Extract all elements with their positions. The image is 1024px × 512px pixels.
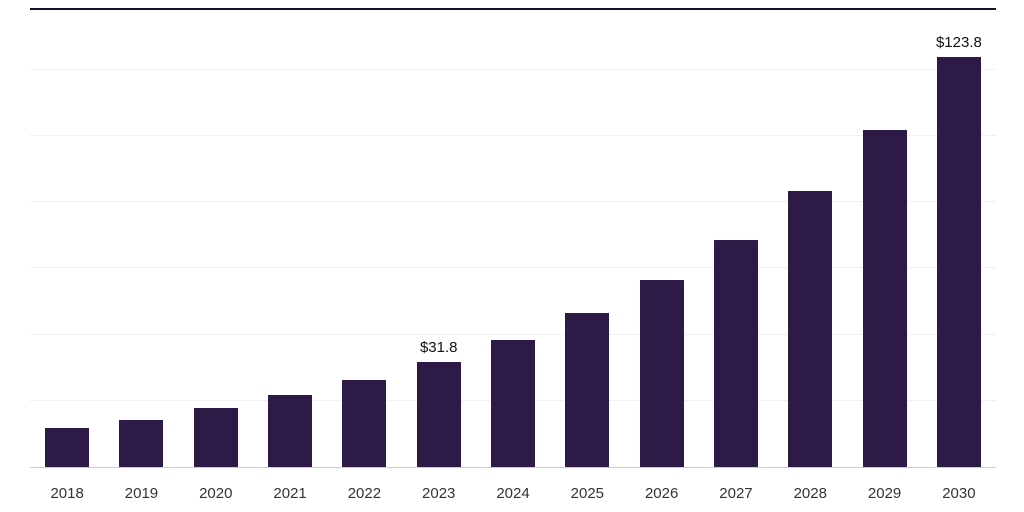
x-tick-2026: 2026 [644, 485, 679, 502]
x-tick-2030: 2030 [942, 485, 976, 502]
bar-slot-2021 [253, 10, 327, 467]
bar-2025 [565, 312, 610, 467]
bar-2029 [862, 130, 907, 467]
bar-slot-2028 [773, 10, 847, 467]
bar-value-label-2023: $31.8 [419, 338, 458, 356]
x-tick-2023: 2023 [422, 485, 456, 502]
bar-slot-2023: $31.8 [402, 10, 476, 467]
bar-slot-2030: $123.8 [922, 10, 996, 467]
bar-slot-2024 [476, 10, 550, 467]
gridline [30, 267, 996, 269]
gridline [30, 333, 996, 335]
x-tick-2025: 2025 [570, 485, 605, 502]
bar-2023 [416, 361, 461, 467]
bar-2026 [639, 279, 684, 467]
bar-slot-2022 [327, 10, 401, 467]
bar-slot-2020 [179, 10, 253, 467]
bar-2030 [936, 57, 981, 467]
gridline [30, 201, 996, 203]
bar-slot-2026 [625, 10, 699, 467]
bars-layer: $31.8 $123.8 [30, 10, 996, 467]
x-tick-2021: 2021 [273, 485, 307, 502]
bar-2022 [342, 380, 387, 467]
x-tick-2027: 2027 [719, 485, 753, 502]
x-axis-labels: 2018 2019 2020 2021 2022 2023 2024 2025 2026 2027… [30, 468, 996, 502]
bar-2027 [713, 239, 758, 467]
bar-slot-2029 [847, 10, 921, 467]
bar-2020 [193, 408, 238, 467]
bar-2018 [45, 427, 90, 467]
bar-slot-2027 [699, 10, 773, 467]
bar-slot-2025 [550, 10, 624, 467]
x-tick-2028: 2028 [793, 485, 827, 502]
bar-slot-2018 [30, 10, 104, 467]
bar-2021 [268, 395, 313, 467]
bar-2028 [788, 191, 833, 467]
x-tick-2024: 2024 [496, 485, 530, 502]
x-tick-2022: 2022 [347, 485, 382, 502]
x-tick-2018: 2018 [50, 485, 84, 502]
x-tick-2029: 2029 [867, 485, 902, 502]
bar-2019 [119, 419, 164, 467]
gridline [30, 68, 996, 70]
x-tick-2020: 2020 [199, 485, 233, 502]
plot-area: $31.8 $123.8 [30, 8, 996, 468]
bar-2024 [491, 339, 536, 467]
gridline [30, 134, 996, 136]
x-tick-2019: 2019 [124, 485, 159, 502]
bar-value-label-2030: $123.8 [935, 34, 982, 52]
bar-slot-2019 [104, 10, 178, 467]
